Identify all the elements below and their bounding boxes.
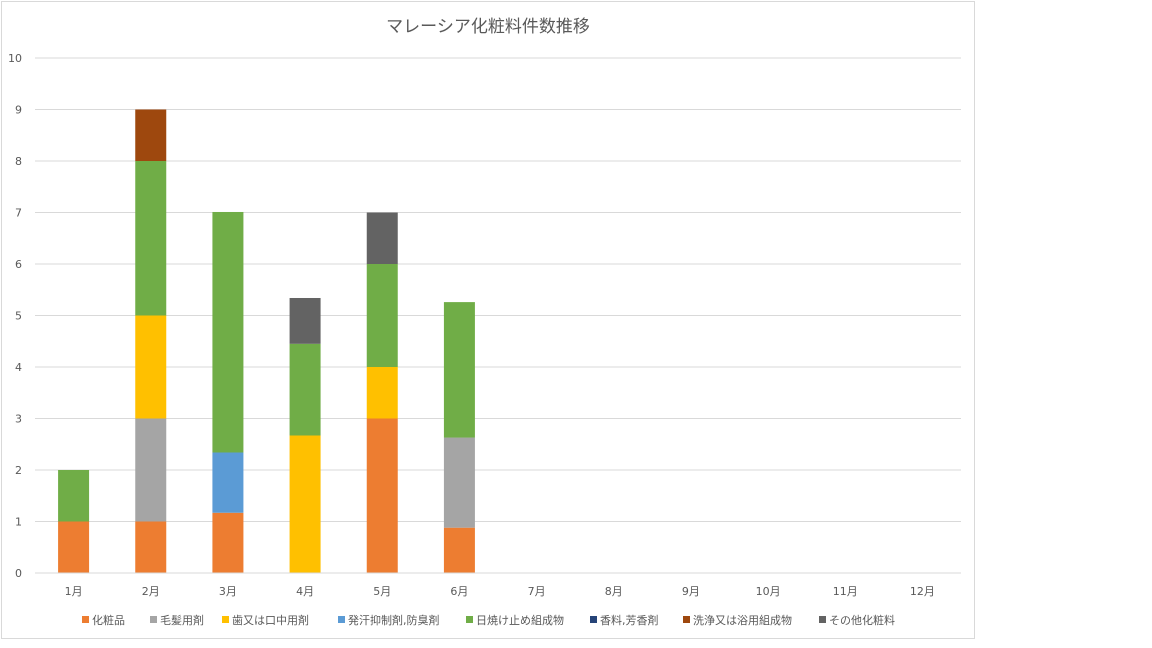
bar-segment — [135, 109, 167, 161]
bar-segment — [135, 315, 167, 419]
bar-segment — [366, 264, 398, 367]
bar-segment — [58, 470, 90, 522]
gridlines — [35, 57, 961, 522]
legend-swatch — [338, 616, 345, 623]
y-tick-label: 1 — [15, 516, 22, 529]
x-tick-label: 2月 — [142, 585, 160, 598]
bars — [58, 109, 475, 573]
bar-segment — [366, 367, 398, 419]
legend-swatch — [819, 616, 826, 623]
y-tick-label: 5 — [15, 310, 22, 323]
bar-segment — [366, 418, 398, 573]
legend-label: 毛髪用剤 — [160, 613, 204, 627]
legend-label: 香料,芳香剤 — [600, 613, 659, 627]
legend-swatch — [683, 616, 690, 623]
bar-segment — [212, 512, 244, 573]
bar-segment — [289, 343, 321, 436]
x-tick-label: 1月 — [65, 585, 83, 598]
legend-swatch — [82, 616, 89, 623]
y-tick-label: 4 — [15, 361, 22, 374]
x-tick-label: 6月 — [450, 585, 468, 598]
legend-label: その他化粧料 — [829, 613, 895, 627]
bar-segment — [443, 437, 475, 528]
legend-swatch — [222, 616, 229, 623]
legend-label: 日焼け止め組成物 — [476, 613, 564, 627]
legend-label: 発汗抑制剤,防臭剤 — [348, 613, 440, 627]
legend-swatch — [466, 616, 473, 623]
legend-swatch — [590, 616, 597, 623]
x-tick-label: 10月 — [756, 585, 781, 598]
chart-title: マレーシア化粧料件数推移 — [386, 17, 590, 37]
x-tick-label: 3月 — [219, 585, 237, 598]
legend: 化粧品 毛髪用剤 歯又は口中用剤 発汗抑制剤,防臭剤 日焼け止め組成物 香料,芳香剤 洗浄又… — [82, 613, 895, 627]
y-axis-ticks: 0 1 2 3 4 5 6 7 8 9 10 — [8, 52, 22, 580]
bar-segment — [135, 521, 167, 573]
x-tick-label: 11月 — [833, 585, 858, 598]
y-tick-label: 2 — [15, 464, 22, 477]
bar-segment — [366, 212, 398, 264]
bar-segment — [443, 527, 475, 573]
x-tick-label: 12月 — [910, 585, 935, 598]
legend-label: 洗浄又は浴用組成物 — [693, 613, 792, 627]
x-tick-label: 8月 — [605, 585, 623, 598]
bar-segment — [135, 161, 167, 316]
legend-swatch — [150, 616, 157, 623]
bar-segment — [212, 211, 244, 453]
y-tick-label: 8 — [15, 155, 22, 168]
y-tick-label: 3 — [15, 413, 22, 426]
bar-segment — [58, 521, 90, 573]
y-tick-label: 7 — [15, 207, 22, 220]
x-tick-label: 7月 — [528, 585, 546, 598]
x-axis-ticks: 1月 2月 3月 4月 5月 6月 7月 8月 9月 10月 11月 12月 — [65, 585, 935, 598]
legend-label: 歯又は口中用剤 — [232, 613, 309, 627]
y-tick-label: 0 — [15, 567, 22, 580]
x-tick-label: 5月 — [373, 585, 391, 598]
y-tick-label: 6 — [15, 258, 22, 271]
x-tick-label: 9月 — [682, 585, 700, 598]
x-tick-label: 4月 — [296, 585, 314, 598]
bar-segment — [443, 302, 475, 438]
bar-segment — [289, 435, 321, 573]
bar-segment — [289, 297, 321, 344]
y-tick-label: 9 — [15, 104, 22, 117]
bar-segment — [212, 452, 244, 513]
y-tick-label: 10 — [8, 52, 22, 65]
legend-label: 化粧品 — [92, 613, 125, 627]
bar-segment — [135, 418, 167, 522]
